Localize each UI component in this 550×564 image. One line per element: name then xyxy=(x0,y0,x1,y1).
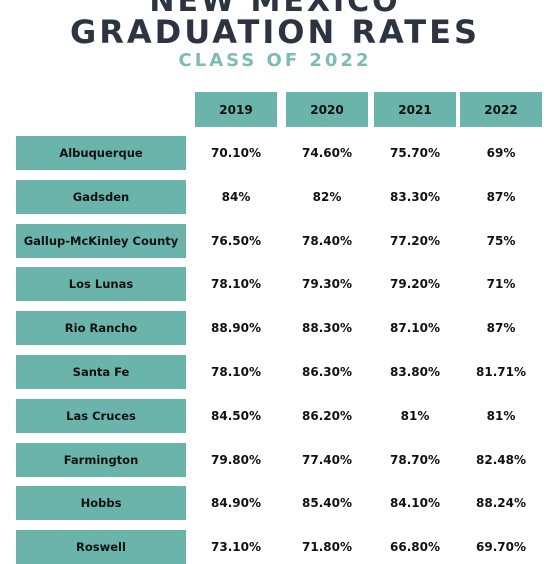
cell-las-cruces-2021: 81% xyxy=(400,408,430,423)
cell-gallup-mckinley-county-2020: 78.40% xyxy=(302,233,352,248)
cell-los-lunas-2019: 78.10% xyxy=(211,277,261,292)
year-header-2019: 2019 xyxy=(195,92,277,127)
row-label-gallup-mckinley-county: Gallup-McKinley County xyxy=(16,223,186,258)
row-label-santa-fe: Santa Fe xyxy=(16,355,186,389)
row-label-gadsden: Gadsden xyxy=(16,179,186,214)
subtitle: CLASS OF 2022 xyxy=(178,50,372,71)
cell-gadsden-2020: 82% xyxy=(312,189,342,204)
title-line-1: NEW MEXICO xyxy=(149,0,401,19)
cell-gadsden-2019: 84% xyxy=(221,189,251,204)
cell-los-lunas-2020: 79.30% xyxy=(302,277,352,292)
row-label-farmington: Farmington xyxy=(16,442,186,477)
row-label-rio-rancho: Rio Rancho xyxy=(16,311,186,346)
cell-farmington-2021: 78.70% xyxy=(390,452,440,467)
cell-rio-rancho-2019: 88.90% xyxy=(211,321,261,336)
cell-hobbs-2020: 85.40% xyxy=(302,496,352,511)
cell-santa-fe-2022: 81.71% xyxy=(476,365,526,379)
cell-albuquerque-2022: 69% xyxy=(486,146,516,160)
cell-farmington-2022: 82.48% xyxy=(476,452,526,467)
cell-albuquerque-2021: 75.70% xyxy=(390,146,440,160)
cell-gallup-mckinley-county-2019: 76.50% xyxy=(211,233,261,248)
cell-las-cruces-2020: 86.20% xyxy=(302,408,352,423)
row-label-los-lunas: Los Lunas xyxy=(16,267,186,302)
cell-santa-fe-2020: 86.30% xyxy=(302,365,352,379)
cell-santa-fe-2021: 83.80% xyxy=(390,365,440,379)
cell-albuquerque-2019: 70.10% xyxy=(211,146,261,160)
page-title: GRADUATION RATES xyxy=(69,13,481,51)
cell-roswell-2022: 69.70% xyxy=(476,540,526,555)
cell-roswell-2019: 73.10% xyxy=(211,540,261,555)
row-label-albuquerque: Albuquerque xyxy=(16,136,186,170)
cell-roswell-2021: 66.80% xyxy=(390,540,440,555)
cell-gallup-mckinley-county-2022: 75% xyxy=(486,233,516,248)
cell-farmington-2020: 77.40% xyxy=(302,452,352,467)
cell-las-cruces-2022: 81% xyxy=(486,408,516,423)
cell-rio-rancho-2020: 88.30% xyxy=(302,321,352,336)
year-header-2022: 2022 xyxy=(460,92,542,127)
year-header-2020: 2020 xyxy=(286,92,368,127)
year-header-2021: 2021 xyxy=(374,92,456,127)
cell-rio-rancho-2021: 87.10% xyxy=(390,321,440,336)
cell-santa-fe-2019: 78.10% xyxy=(211,365,261,379)
cell-las-cruces-2019: 84.50% xyxy=(211,408,261,423)
cell-hobbs-2019: 84.90% xyxy=(211,496,261,511)
cell-rio-rancho-2022: 87% xyxy=(486,321,516,336)
row-label-roswell: Roswell xyxy=(16,530,186,564)
cell-gadsden-2021: 83.30% xyxy=(390,189,440,204)
row-label-hobbs: Hobbs xyxy=(16,486,186,521)
cell-los-lunas-2022: 71% xyxy=(486,277,516,292)
cell-gadsden-2022: 87% xyxy=(486,189,516,204)
cell-albuquerque-2020: 74.60% xyxy=(302,146,352,160)
cell-farmington-2019: 79.80% xyxy=(211,452,261,467)
cell-hobbs-2021: 84.10% xyxy=(390,496,440,511)
cell-roswell-2020: 71.80% xyxy=(302,540,352,555)
row-label-las-cruces: Las Cruces xyxy=(16,398,186,433)
cell-hobbs-2022: 88.24% xyxy=(476,496,526,511)
cell-gallup-mckinley-county-2021: 77.20% xyxy=(390,233,440,248)
cell-los-lunas-2021: 79.20% xyxy=(390,277,440,292)
